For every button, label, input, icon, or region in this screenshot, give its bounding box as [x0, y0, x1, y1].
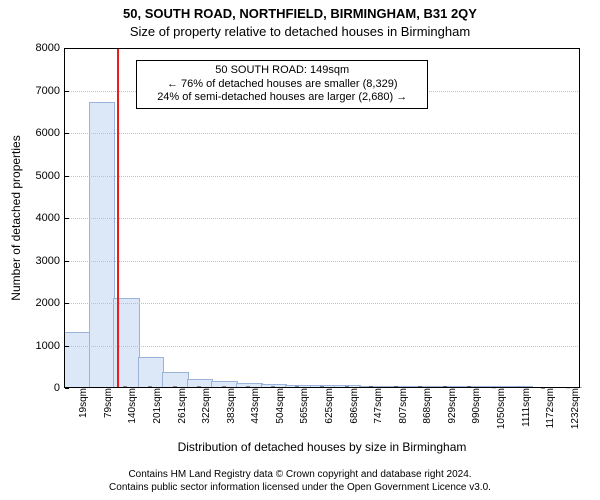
x-tick-label: 1232sqm	[568, 388, 581, 429]
x-tick-label: 868sqm	[420, 388, 433, 424]
license-line-1: Contains HM Land Registry data © Crown c…	[0, 469, 600, 482]
x-tick-label: 383sqm	[224, 388, 237, 424]
x-tick-label: 443sqm	[248, 388, 261, 424]
x-tick-label: 140sqm	[125, 388, 138, 424]
x-tick-label: 686sqm	[347, 388, 360, 424]
x-tick-label: 1172sqm	[543, 388, 556, 428]
y-tick-label: 1000	[20, 340, 64, 352]
annotation-line-2: ← 76% of detached houses are smaller (8,…	[143, 78, 421, 92]
y-tick-label: 2000	[20, 297, 64, 309]
gridline	[64, 303, 580, 304]
y-tick-label: 8000	[20, 42, 64, 54]
x-tick-label: 1111sqm	[519, 388, 532, 427]
x-tick-label: 990sqm	[469, 388, 482, 424]
x-axis-label: Distribution of detached houses by size …	[64, 440, 580, 454]
reference-line	[117, 48, 119, 388]
x-tick-label: 504sqm	[273, 388, 286, 424]
figure: 50, SOUTH ROAD, NORTHFIELD, BIRMINGHAM, …	[0, 0, 600, 500]
x-tick-label: 19sqm	[76, 388, 89, 418]
license-text: Contains HM Land Registry data © Crown c…	[0, 469, 600, 494]
gridline	[64, 176, 580, 177]
gridline	[64, 218, 580, 219]
x-tick-label: 201sqm	[150, 388, 163, 424]
gridline	[64, 261, 580, 262]
plot-area: 010002000300040005000600070008000 19sqm7…	[64, 48, 580, 388]
bar	[162, 372, 189, 388]
title-main: 50, SOUTH ROAD, NORTHFIELD, BIRMINGHAM, …	[0, 6, 600, 21]
x-tick-label: 747sqm	[371, 388, 384, 424]
y-tick-label: 6000	[20, 127, 64, 139]
bar	[138, 357, 165, 388]
annotation-box: 50 SOUTH ROAD: 149sqm ← 76% of detached …	[136, 60, 428, 109]
x-tick-label: 625sqm	[322, 388, 335, 424]
title-sub: Size of property relative to detached ho…	[0, 24, 600, 39]
y-tick-label: 5000	[20, 170, 64, 182]
y-tick-label: 0	[20, 382, 64, 394]
gridline	[64, 48, 580, 49]
y-axis-label: Number of detached properties	[9, 135, 23, 300]
x-tick-label: 807sqm	[396, 388, 409, 424]
annotation-line-1: 50 SOUTH ROAD: 149sqm	[143, 64, 421, 78]
license-line-2: Contains public sector information licen…	[0, 482, 600, 495]
x-tick-label: 929sqm	[445, 388, 458, 424]
annotation-line-3: 24% of semi-detached houses are larger (…	[143, 91, 421, 105]
x-tick-label: 1050sqm	[494, 388, 507, 429]
x-tick-label: 261sqm	[175, 388, 188, 424]
bar	[64, 332, 91, 388]
x-tick-label: 79sqm	[101, 388, 114, 418]
x-tick-label: 322sqm	[199, 388, 212, 424]
gridline	[64, 346, 580, 347]
gridline	[64, 133, 580, 134]
y-tick-label: 3000	[20, 255, 64, 267]
x-tick-label: 565sqm	[297, 388, 310, 424]
y-tick-label: 7000	[20, 85, 64, 97]
y-tick-label: 4000	[20, 212, 64, 224]
